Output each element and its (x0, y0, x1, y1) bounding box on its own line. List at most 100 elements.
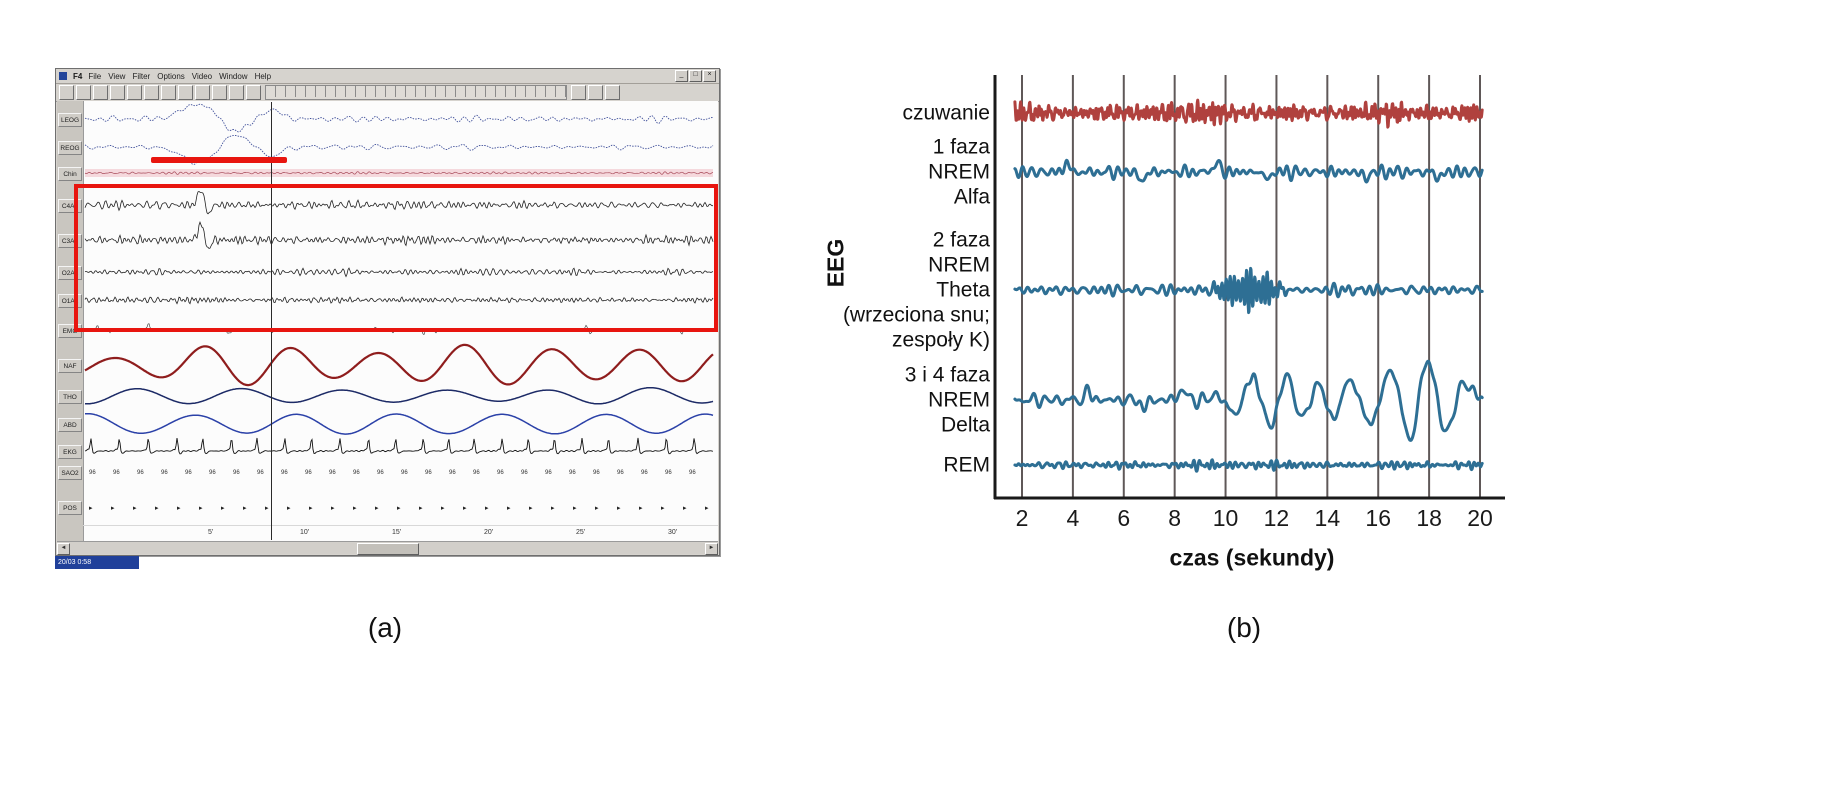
sao2-value: 96 (257, 470, 264, 476)
channel-label-o2a1[interactable]: O2A1 (58, 266, 82, 280)
sao2-value: 96 (305, 470, 312, 476)
position-mark: ▸ (463, 505, 467, 512)
channel-label-chin[interactable]: Chin (58, 167, 82, 181)
position-mark: ▸ (639, 505, 643, 512)
status-clock: 20/03 0:58 (55, 556, 139, 569)
toolbar-button[interactable] (93, 84, 108, 100)
toolbar-button[interactable] (178, 84, 193, 100)
epoch-cursor[interactable] (271, 102, 272, 540)
channel-label-naf[interactable]: NAF (58, 359, 82, 373)
maximize-button[interactable]: □ (689, 70, 702, 82)
channel-label-leog[interactable]: LEOG (58, 113, 82, 127)
position-mark: ▸ (331, 505, 335, 512)
app-label: F4 (73, 71, 83, 81)
menu-video[interactable]: Video (191, 71, 213, 81)
toolbar-button[interactable] (161, 84, 176, 100)
sao2-value: 96 (377, 470, 384, 476)
menu-options[interactable]: Options (157, 71, 185, 81)
toolbar-button[interactable] (144, 84, 159, 100)
menu-bar: File View Filter Options Video Window Help (88, 72, 271, 81)
channel-label-tho[interactable]: THO (58, 390, 82, 404)
position-mark: ▸ (573, 505, 577, 512)
eeg-trace-alpha (1013, 158, 1484, 184)
sao2-value: 96 (89, 470, 96, 476)
channel-label-o1a2[interactable]: O1A2 (58, 294, 82, 308)
x-tick-label: 2 (1016, 505, 1029, 531)
toolbar-epoch-strip[interactable] (265, 84, 567, 100)
sao2-value: 96 (617, 470, 624, 476)
scroll-left-arrow-icon[interactable]: ◄ (57, 543, 70, 555)
x-tick-label: 18 (1416, 505, 1442, 531)
close-button[interactable]: × (703, 70, 716, 82)
toolbar-button[interactable] (127, 84, 142, 100)
menu-window[interactable]: Window (219, 71, 248, 81)
toolbar-button[interactable] (229, 84, 244, 100)
scrollbar-thumb[interactable] (357, 543, 419, 555)
x-tick-label: 4 (1066, 505, 1079, 531)
psg-trace-tho (84, 386, 714, 405)
eeg-trace-wake (1013, 98, 1484, 129)
sao2-value: 96 (641, 470, 648, 476)
sao2-value: 96 (569, 470, 576, 476)
toolbar-button[interactable] (605, 84, 620, 100)
channel-label-sao2[interactable]: SAO2 (58, 466, 82, 480)
position-mark: ▸ (199, 505, 203, 512)
window-controls: _ □ × (675, 70, 716, 82)
position-mark: ▸ (89, 505, 93, 512)
menu-view[interactable]: View (108, 71, 126, 81)
sao2-value: 96 (473, 470, 480, 476)
position-mark: ▸ (111, 505, 115, 512)
channel-label-abd[interactable]: ABD (58, 418, 82, 432)
toolbar-button[interactable] (571, 84, 586, 100)
toolbar-button[interactable] (195, 84, 210, 100)
position-mark: ▸ (375, 505, 379, 512)
channel-label-ekg[interactable]: EKG (58, 445, 82, 459)
position-mark: ▸ (419, 505, 423, 512)
psg-trace-o1a2 (84, 296, 714, 305)
channel-label-reog[interactable]: REOG (58, 141, 82, 155)
channel-label-pos[interactable]: POS (58, 501, 82, 515)
position-mark: ▸ (309, 505, 313, 512)
psg-trace-c4a1 (84, 191, 713, 215)
toolbar-button[interactable] (110, 84, 125, 100)
toolbar-button[interactable] (212, 84, 227, 100)
psg-trace-o2a1 (84, 267, 714, 278)
position-mark: ▸ (221, 505, 225, 512)
toolbar-button[interactable] (246, 84, 261, 100)
caption-panel-a: (a) (367, 612, 403, 643)
time-axis-label: 25' (576, 529, 586, 536)
scroll-right-arrow-icon[interactable]: ► (705, 543, 718, 555)
position-mark: ▸ (683, 505, 687, 512)
sao2-value: 96 (401, 470, 408, 476)
sao2-value: 96 (593, 470, 600, 476)
channel-label-emg[interactable]: EMG (58, 324, 82, 338)
x-tick-label: 14 (1315, 505, 1341, 531)
toolbar-button[interactable] (59, 84, 74, 100)
toolbar-button[interactable] (588, 84, 603, 100)
minimize-button[interactable]: _ (675, 70, 688, 82)
position-mark: ▸ (353, 505, 357, 512)
psg-trace-c3a2 (84, 221, 714, 249)
menu-help[interactable]: Help (254, 71, 272, 81)
channel-label-c3a2[interactable]: C3A2 (58, 234, 82, 248)
sao2-value: 96 (497, 470, 504, 476)
menu-file[interactable]: File (88, 71, 102, 81)
menu-filter[interactable]: Filter (132, 71, 151, 81)
sao2-value: 96 (689, 470, 696, 476)
psg-trace-emg (84, 323, 714, 335)
channel-label-c4a1[interactable]: C4A1 (58, 199, 82, 213)
position-mark: ▸ (243, 505, 247, 512)
x-tick-label: 6 (1117, 505, 1130, 531)
sleep-stages-chart: 2 4 6 8 10 12 14 16 18 20 (993, 75, 1505, 531)
horizontal-scrollbar[interactable]: ◄ ► (57, 541, 718, 555)
position-mark: ▸ (177, 505, 181, 512)
time-axis-label: 30' (668, 529, 678, 536)
channel-gutter: LEOG REOG Chin C4A1 C3A2 O2A1 O1A2 EMG NAF THO ABD… (57, 101, 84, 543)
annotation-underline (151, 157, 287, 163)
x-tick-label: 12 (1264, 505, 1290, 531)
sao2-value: 96 (233, 470, 240, 476)
psg-trace-abd (85, 412, 714, 435)
position-mark: ▸ (485, 505, 489, 512)
position-mark: ▸ (441, 505, 445, 512)
toolbar-button[interactable] (76, 84, 91, 100)
